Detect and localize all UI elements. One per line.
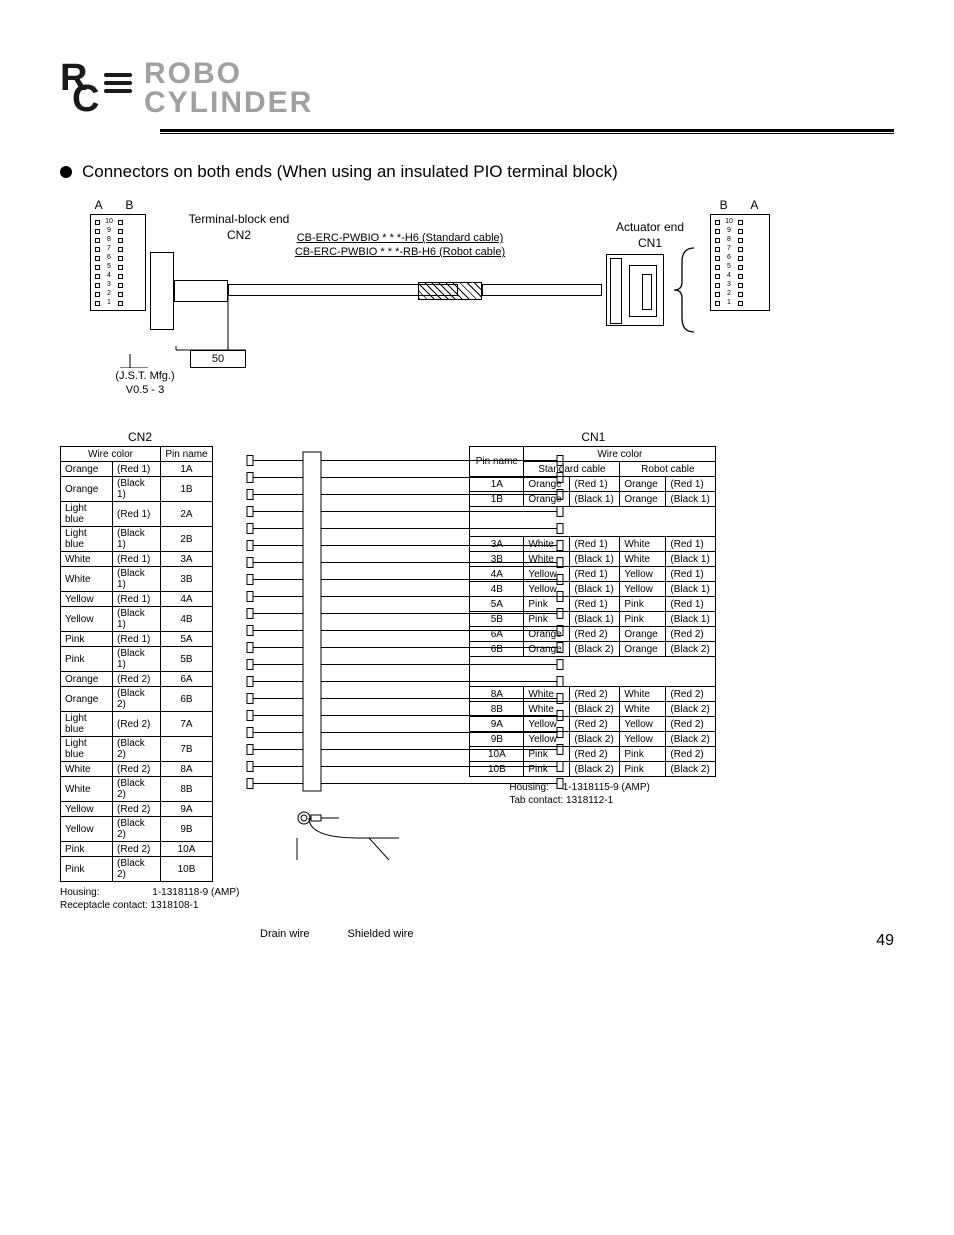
- table-row: Pink(Red 2)10A: [61, 842, 213, 857]
- cn2-hdr-wire: Wire color: [61, 447, 161, 462]
- page-number: 49: [876, 932, 894, 950]
- housing-left-note: Housing: 1-1318118-9 (AMP) Receptacle co…: [60, 886, 239, 912]
- leader-lines-left: [120, 258, 260, 368]
- table-row: Yellow(Red 2)9A: [61, 802, 213, 817]
- pin-row: 4: [715, 272, 765, 280]
- shield-wire-label: Shielded wire: [348, 928, 414, 940]
- actuator-end-label-1: Actuator end: [590, 220, 710, 234]
- table-row: White(Red 1)3A: [61, 552, 213, 567]
- pin-row: 6: [715, 254, 765, 262]
- middle-wires: [239, 430, 519, 873]
- actuator-inner-block: [629, 265, 657, 317]
- table-row: White(Black 1)3B: [61, 567, 213, 592]
- bracket-icon: [668, 244, 708, 336]
- pin-row: 1: [715, 299, 765, 307]
- cable-label-rb: CB-ERC-PWBIO * * *-RB-H6 (Robot cable): [270, 246, 530, 258]
- actuator-inner-slot: [642, 274, 652, 310]
- actuator-housing: [606, 254, 664, 326]
- footer-labels: Drain wire Shielded wire: [260, 928, 894, 940]
- jst-label-2: V0.5 - 3: [90, 384, 200, 396]
- table-row: Pink(Red 1)5A: [61, 632, 213, 647]
- left-ab-label: A B: [94, 198, 144, 212]
- cn2-hdr-pin: Pin name: [161, 447, 213, 462]
- logo-stripes-icon: [104, 73, 132, 93]
- table-row: Light blue(Red 2)7A: [61, 712, 213, 737]
- table-row: White(Black 2)8B: [61, 777, 213, 802]
- actuator-pinstrip: [610, 258, 622, 324]
- drain-wire-label: Drain wire: [260, 928, 310, 940]
- pin-row: 8: [715, 236, 765, 244]
- bullet-dot-icon: [60, 166, 72, 178]
- table-row: Orange(Black 2)6B: [61, 687, 213, 712]
- right-ab-label: B A: [716, 198, 772, 212]
- pin-row: 10: [95, 218, 141, 226]
- section-heading: Connectors on both ends (When using an i…: [60, 162, 894, 182]
- housing-left-l2: Receptacle contact: 1318108-1: [60, 900, 198, 911]
- right-pin-grid: 12345678910: [711, 215, 769, 310]
- table-row: Orange(Red 2)6A: [61, 672, 213, 687]
- jst-label-1: (J.S.T. Mfg.): [90, 370, 200, 382]
- pin-row: 5: [715, 263, 765, 271]
- pin-row: 7: [715, 245, 765, 253]
- pin-row: 8: [95, 236, 141, 244]
- pin-row: 9: [715, 227, 765, 235]
- housing-left-l1: Housing:: [60, 887, 99, 898]
- table-row: Pink(Black 2)10B: [61, 857, 213, 882]
- table-row: White(Red 2)8A: [61, 762, 213, 777]
- logo-line-1: ROBO: [144, 60, 313, 89]
- pin-row: 10: [715, 218, 765, 226]
- heading-text: Connectors on both ends (When using an i…: [82, 162, 618, 182]
- page: R C ROBO CYLINDER Connectors on both end…: [0, 0, 954, 980]
- hatch-section-icon: [418, 282, 482, 300]
- table-row: Light blue(Black 1)2B: [61, 527, 213, 552]
- pin-row: 2: [715, 290, 765, 298]
- logo-mark: R C: [60, 63, 140, 115]
- cable-label-std: CB-ERC-PWBIO * * *-H6 (Standard cable): [270, 232, 530, 244]
- header-rule: [160, 129, 894, 134]
- cn2-title: CN2: [60, 430, 220, 444]
- wires-svg: [239, 430, 579, 870]
- logo-row: R C ROBO CYLINDER: [60, 60, 894, 117]
- table-row: Pink(Black 1)5B: [61, 647, 213, 672]
- table-row: Light blue(Red 1)2A: [61, 502, 213, 527]
- logo-text: ROBO CYLINDER: [144, 60, 313, 117]
- table-row: Orange(Red 1)1A: [61, 462, 213, 477]
- cable-diagram: A B 12345678910 Terminal-block end CN2 C…: [60, 200, 894, 400]
- cable-run-right: [482, 284, 602, 296]
- pin-row: 3: [715, 281, 765, 289]
- pin-row: 9: [95, 227, 141, 235]
- table-row: Yellow(Red 1)4A: [61, 592, 213, 607]
- tables-area: CN2 Wire color Pin name Orange(Red 1)1AO…: [60, 430, 894, 912]
- table-row: Orange(Black 1)1B: [61, 477, 213, 502]
- right-connector: 12345678910: [710, 214, 770, 311]
- cn1-hdr-rb: Robot cable: [620, 462, 716, 477]
- logo-line-2: CYLINDER: [144, 89, 313, 118]
- cn2-block: CN2 Wire color Pin name Orange(Red 1)1AO…: [60, 430, 239, 912]
- table-row: Yellow(Black 2)9B: [61, 817, 213, 842]
- logo-c-glyph: C: [72, 78, 99, 121]
- pin-row: 7: [95, 245, 141, 253]
- terminal-end-label-1: Terminal-block end: [164, 212, 314, 226]
- cn2-table: Wire color Pin name Orange(Red 1)1AOrang…: [60, 446, 213, 882]
- table-row: Yellow(Black 1)4B: [61, 607, 213, 632]
- table-row: Light blue(Black 2)7B: [61, 737, 213, 762]
- housing-left-l1v: 1-1318118-9 (AMP): [152, 887, 239, 898]
